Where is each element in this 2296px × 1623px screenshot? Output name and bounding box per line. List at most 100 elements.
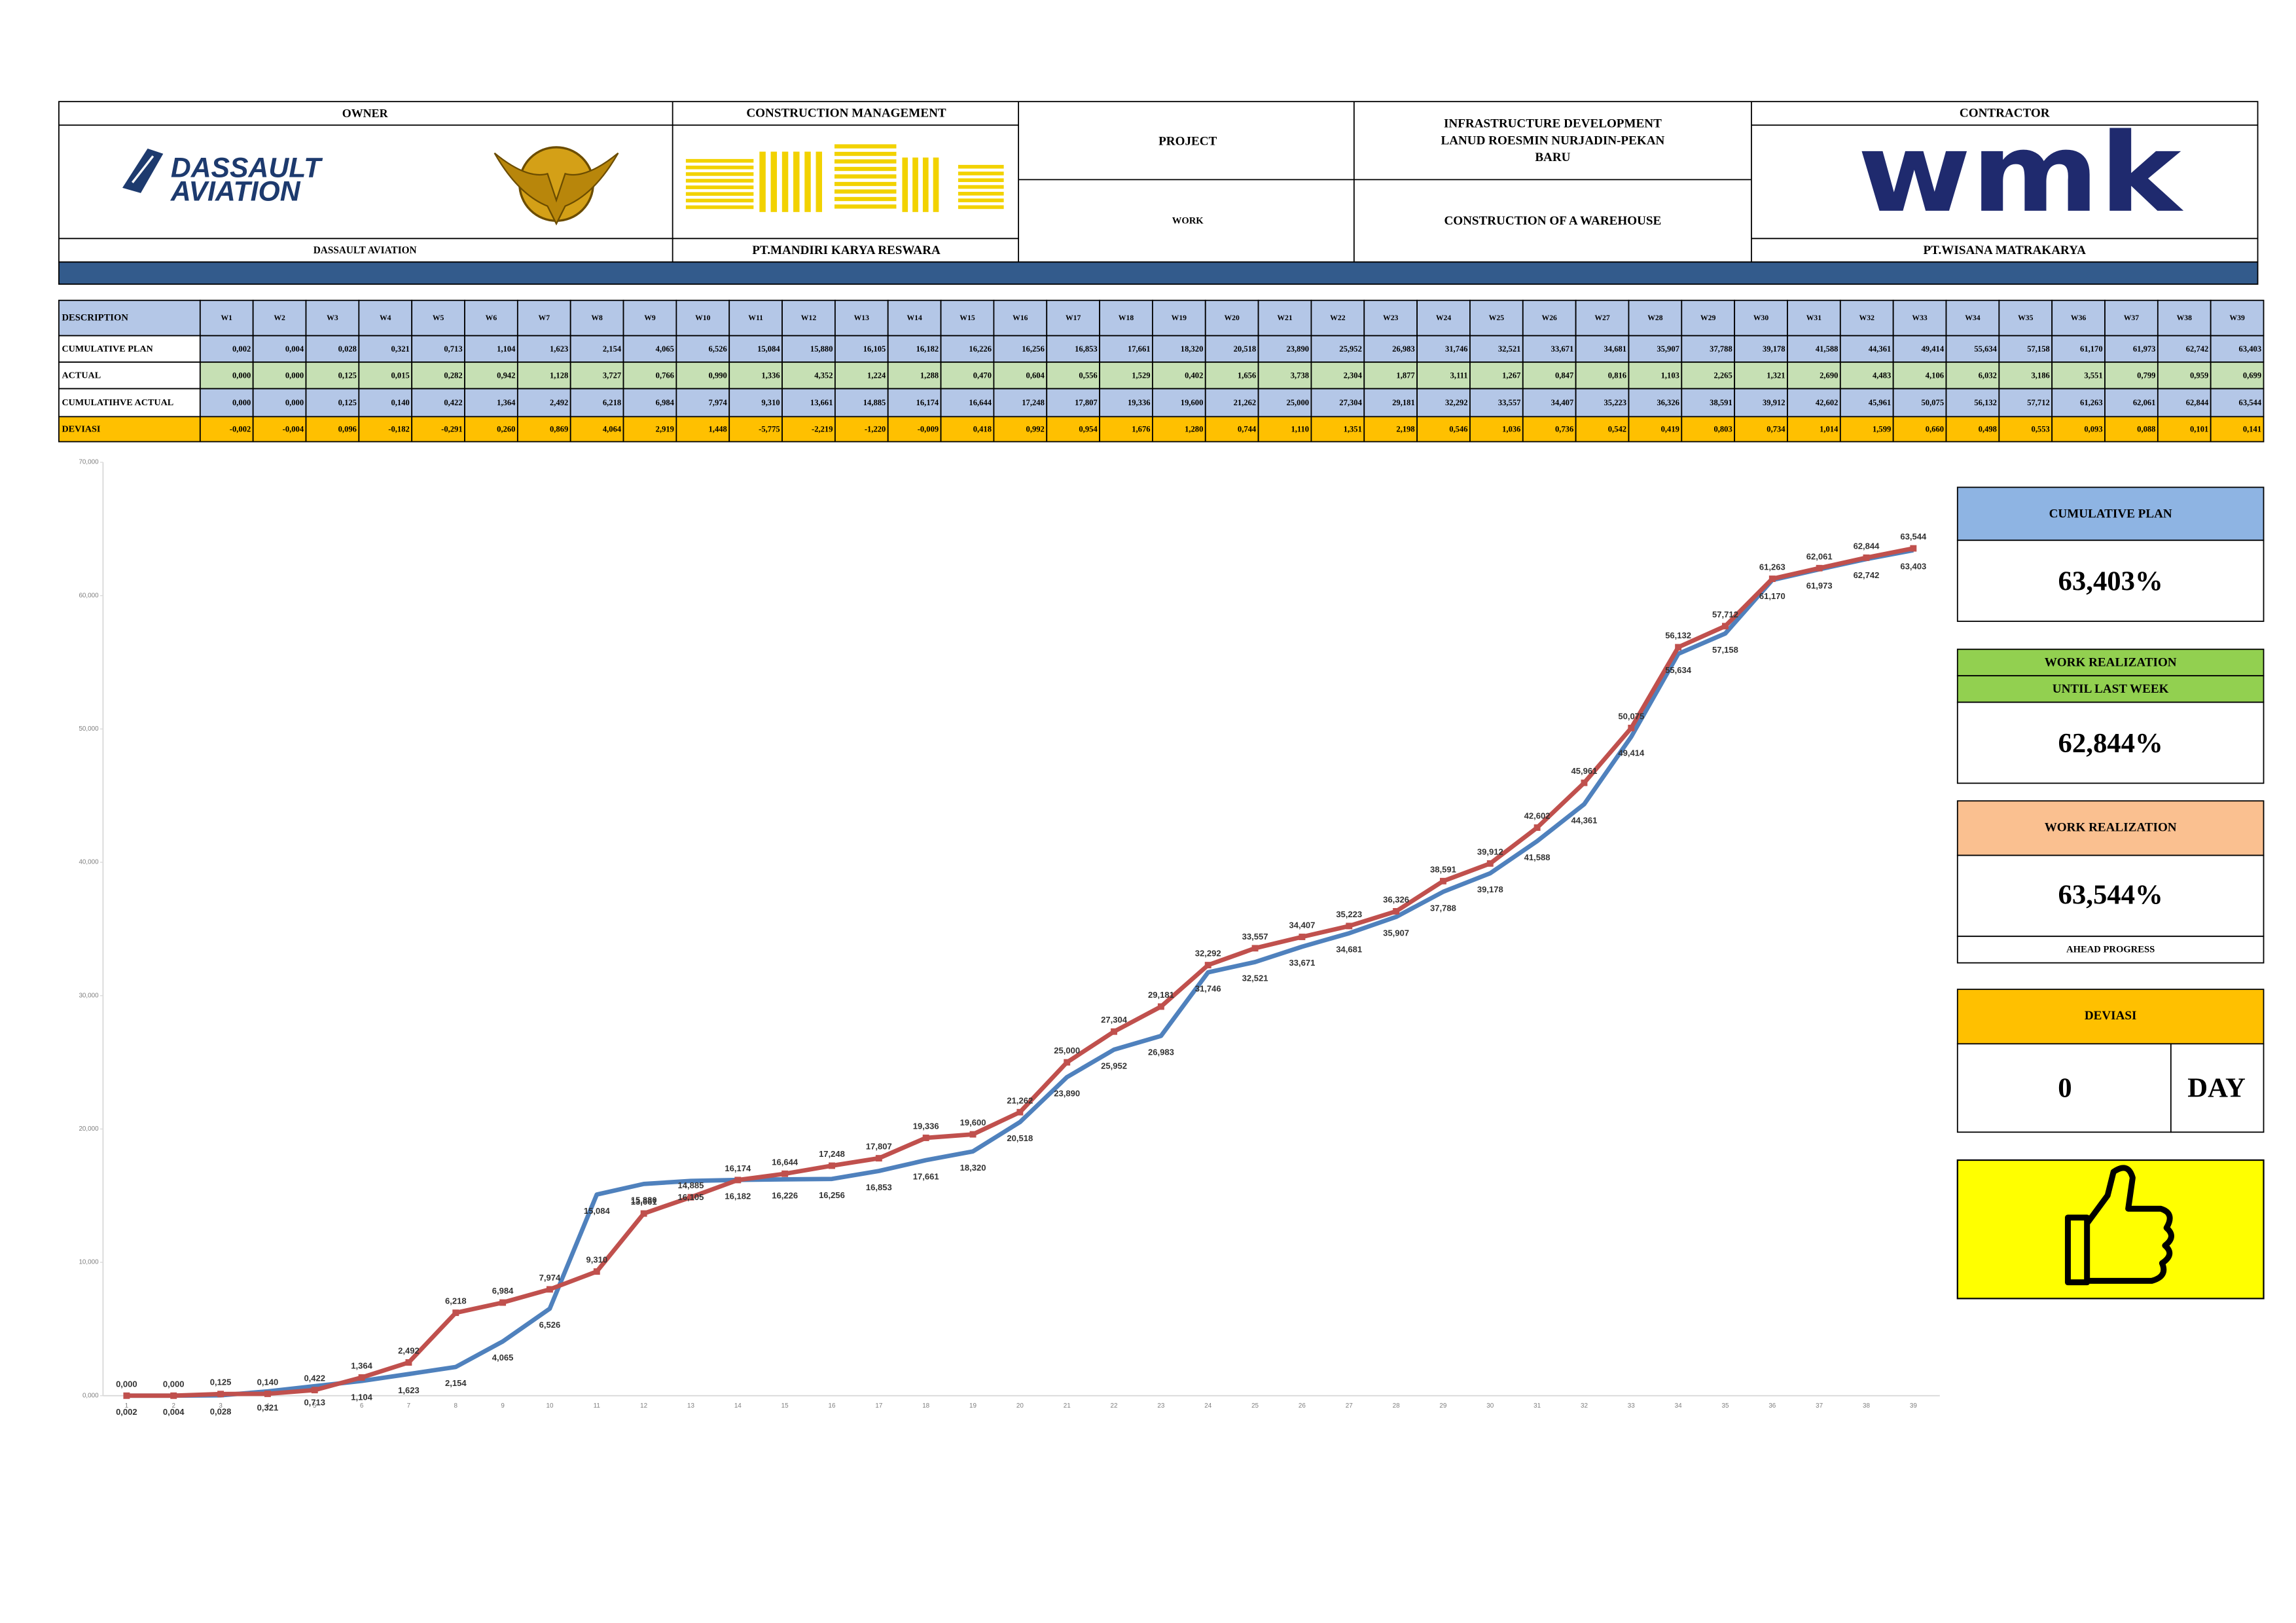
table-value: 17,807 [1075, 398, 1098, 407]
series-line [126, 548, 1914, 1398]
table-header-cell [1152, 299, 1206, 337]
point-marker [640, 1210, 647, 1217]
data-label: 39,912 [1477, 847, 1503, 856]
point-marker [123, 1392, 130, 1399]
table-cell [1522, 335, 1577, 363]
table-cell [1310, 388, 1365, 418]
point-marker [922, 1135, 929, 1141]
point-marker [1016, 1108, 1024, 1116]
table-value: 0,992 [1026, 425, 1045, 434]
table-value: 56,132 [1974, 398, 1997, 407]
x-tick-label: 1 [125, 1402, 129, 1410]
x-tick-label: 10 [546, 1402, 553, 1410]
table-value: 0,140 [391, 398, 409, 407]
table-cell [1522, 416, 1577, 443]
table-value: 1,280 [1185, 425, 1203, 434]
data-label: 1,623 [398, 1385, 420, 1395]
table-cell [569, 335, 624, 363]
x-tick-label: 31 [1534, 1402, 1541, 1410]
table-cell [1046, 388, 1100, 418]
panel-body [1956, 539, 2265, 622]
table-cell [781, 416, 836, 443]
panel-header [1956, 800, 2265, 856]
data-label: 6,984 [492, 1286, 514, 1296]
point-marker [170, 1392, 177, 1399]
cm-logo-stripe [685, 192, 754, 196]
table-cell [728, 416, 783, 443]
label: DEVIASI [2085, 1009, 2137, 1023]
table-cell [675, 416, 730, 443]
point-marker [1064, 1059, 1071, 1066]
point-marker [358, 1374, 365, 1381]
week-label: W24 [1436, 314, 1452, 322]
table-value: 1,103 [1661, 371, 1679, 380]
data-label: 37,788 [1430, 903, 1456, 913]
table-cell [1839, 335, 1894, 363]
table-cell [1628, 388, 1683, 418]
data-label: 49,414 [1618, 748, 1645, 758]
data-label: 1,364 [351, 1361, 372, 1371]
data-label: 17,661 [913, 1171, 939, 1181]
point-marker [405, 1359, 412, 1366]
table-header: DESCRIPTION [62, 313, 128, 323]
table-value: 1,877 [1396, 371, 1414, 380]
table-value: 0,553 [2031, 425, 2049, 434]
week-label: W26 [1542, 314, 1558, 322]
table-value: 16,174 [916, 398, 939, 407]
table-value: 63,544 [2239, 398, 2262, 407]
table-value: 0,847 [1555, 371, 1573, 380]
data-label: 13,661 [631, 1197, 657, 1207]
data-label: 18,320 [960, 1163, 986, 1173]
week-label: W34 [1965, 314, 1981, 322]
table-cell [1152, 416, 1206, 443]
table-cell [728, 388, 783, 418]
x-tick-label: 6 [360, 1402, 364, 1410]
x-tick-label: 35 [1721, 1402, 1729, 1410]
cm-logo-stripe [804, 151, 811, 212]
x-tick-label: 23 [1157, 1402, 1164, 1410]
data-label: 35,907 [1383, 928, 1409, 938]
table-cell [622, 335, 677, 363]
table-value: 62,742 [2186, 344, 2209, 354]
table-cell [1839, 416, 1894, 443]
x-tick-label: 9 [501, 1402, 505, 1410]
table-header-cell [2210, 299, 2265, 337]
cm-logo-stripe [834, 181, 897, 187]
table-value: 3,727 [603, 371, 621, 380]
table-value: 6,032 [1979, 371, 1997, 380]
data-label: 57,712 [1712, 610, 1738, 619]
x-tick-label: 7 [407, 1402, 411, 1410]
table-value: 32,292 [1445, 398, 1468, 407]
table-value: 1,623 [550, 344, 568, 354]
data-label: 61,170 [1759, 591, 1785, 601]
label: DASSAULT AVIATION [314, 245, 417, 256]
label: 62,844% [2058, 728, 2163, 759]
x-tick-label: 37 [1816, 1402, 1823, 1410]
table-value: 9,310 [761, 398, 780, 407]
table-value: 0,141 [2243, 425, 2261, 434]
panel-header [1956, 989, 2265, 1045]
table-value: 3,111 [1450, 371, 1468, 380]
table-value: 0,004 [285, 344, 304, 354]
cm-logo-stripe [685, 179, 754, 183]
label: UNTIL LAST WEEK [2053, 682, 2169, 696]
table-header-cell [728, 299, 783, 337]
x-tick-label: 20 [1016, 1402, 1024, 1410]
week-label: W13 [854, 314, 870, 322]
table-header-cell [1046, 299, 1100, 337]
data-label: 38,591 [1430, 864, 1456, 874]
point-marker [1581, 779, 1588, 786]
table-cell [199, 335, 254, 363]
week-label: W31 [1806, 314, 1822, 322]
table-cell [464, 335, 518, 363]
header-band [58, 261, 2259, 285]
cm-logo-stripe [770, 151, 778, 212]
table-value: 1,104 [497, 344, 516, 354]
table-value: 0,546 [1449, 425, 1467, 434]
label: 63,544% [2058, 880, 2163, 911]
table-cell [2210, 335, 2265, 363]
table-value: 0,000 [232, 371, 251, 380]
cm-logo-stripe [958, 178, 1004, 183]
table-value: 0,088 [2137, 425, 2155, 434]
table-cell [1469, 416, 1524, 443]
